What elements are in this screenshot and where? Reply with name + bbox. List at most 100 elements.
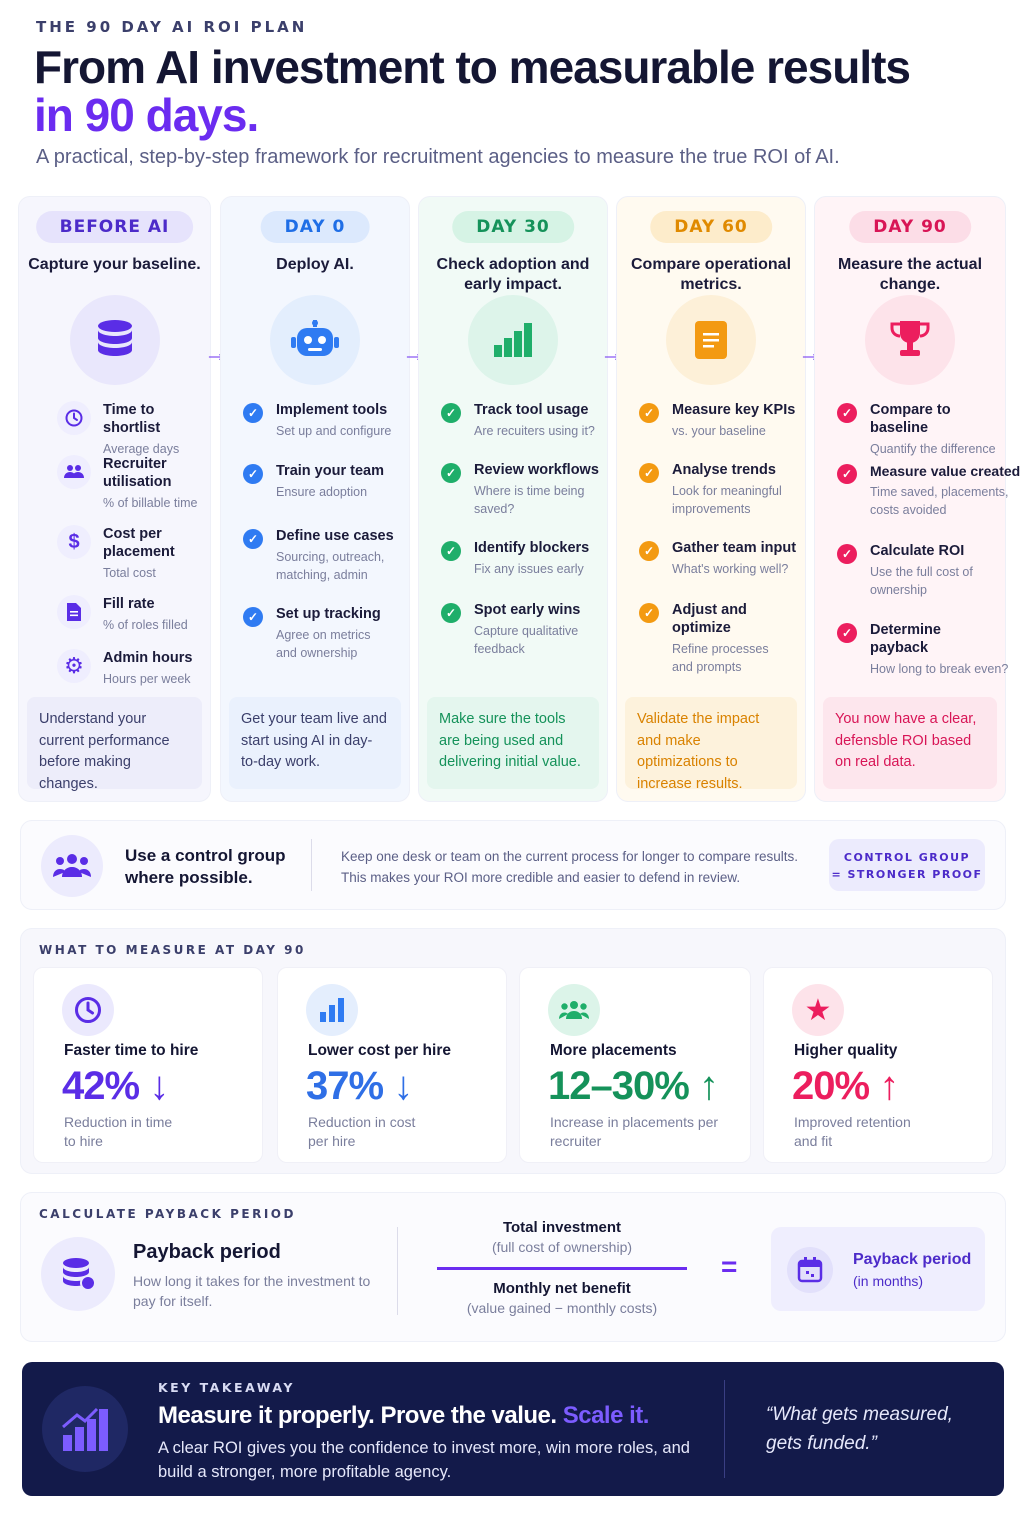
column-footer: Get your team live and start using AI in…	[229, 697, 401, 789]
fraction-bar	[437, 1267, 687, 1270]
list-item: ✓ Adjust and optimize Refine processes a…	[637, 601, 799, 676]
list-item: ✓ Compare to baseline Quantify the diffe…	[835, 401, 999, 458]
headline-accent: Scale it.	[562, 1402, 650, 1429]
item-title: Set up tracking	[276, 606, 381, 622]
column-day-90: DAY 90 Measure the actual change. ✓ Comp…	[814, 196, 1021, 802]
item-sub: Refine processes and prompts	[672, 642, 769, 674]
page-subtitle: A practical, step-by-step framework for …	[36, 146, 840, 168]
section-label: CALCULATE PAYBACK PERIOD	[39, 1207, 296, 1221]
pill-before-ai: BEFORE AI	[35, 211, 194, 243]
bar-chart-icon	[306, 984, 358, 1036]
metric-value: 42% ↓	[62, 1064, 169, 1109]
badge-line2: = STRONGER PROOF	[831, 868, 983, 881]
item-title: Analyse trends	[672, 462, 776, 478]
list-item: ✓ Analyse trends Look for meaningful imp…	[637, 461, 799, 518]
metric-title: More placements	[550, 1042, 677, 1059]
list-item: ✓ Set up tracking Agree on metrics and o…	[241, 605, 403, 662]
column-day-0: DAY 0 Deploy AI. ✓ Implement tools Set u…	[220, 196, 410, 802]
arrow-up-icon: ↑	[879, 1064, 899, 1108]
item-title: Admin hours	[103, 650, 193, 666]
list-item: ✓ Identify blockers Fix any issues early	[439, 539, 601, 578]
metric-sub: Improved retention and fit	[794, 1114, 911, 1149]
list-item: ✓ Review workflows Where is time being s…	[439, 461, 601, 518]
check-icon: ✓	[441, 463, 461, 483]
item-sub: Total cost	[103, 566, 156, 580]
calendar-icon	[787, 1247, 833, 1293]
divider	[397, 1227, 398, 1315]
column-footer: Understand your current performance befo…	[27, 697, 202, 792]
item-title: Adjust and optimize	[672, 602, 747, 636]
section-label: WHAT TO MEASURE AT DAY 90	[39, 943, 306, 957]
dollar-icon: $	[57, 525, 91, 559]
item-title: Track tool usage	[474, 402, 589, 418]
column-before-ai: BEFORE AI Capture your baseline. Time to…	[18, 196, 211, 802]
item-sub: Fix any issues early	[474, 562, 584, 576]
measure-panel: WHAT TO MEASURE AT DAY 90 Faster time to…	[20, 928, 1006, 1174]
metric-number: 37%	[306, 1064, 384, 1108]
divider	[311, 839, 312, 891]
item-sub: Average days	[103, 442, 180, 456]
check-icon: ✓	[837, 403, 857, 423]
numerator-sub: (full cost of ownership)	[491, 1239, 633, 1255]
item-sub: Set up and configure	[276, 424, 392, 438]
metric-number: 42%	[62, 1064, 140, 1108]
item-sub: Use the full cost of ownership	[870, 565, 973, 597]
check-icon: ✓	[243, 464, 263, 484]
control-group-title: Use a control group where possible.	[125, 846, 286, 887]
item-title: Measure value created	[870, 463, 1021, 479]
list-item: ✓ Gather team input What's working well?	[637, 539, 799, 578]
people-icon	[57, 455, 91, 489]
item-sub: What's working well?	[672, 562, 789, 576]
item-title: Implement tools	[276, 402, 388, 418]
arrow-down-icon: ↓	[393, 1064, 413, 1108]
item-title: Compare to baseline	[870, 402, 951, 436]
denominator: Monthly net benefit	[493, 1280, 631, 1297]
item-title: Determine payback	[870, 622, 941, 656]
metric-sub: Reduction in time to hire	[64, 1114, 173, 1149]
growth-chart-icon	[42, 1386, 128, 1472]
item-sub: Sourcing, outreach, matching, admin	[276, 550, 385, 582]
item-sub: Hours per week	[103, 672, 191, 686]
check-icon: ✓	[441, 603, 461, 623]
pill-day-0: DAY 0	[260, 211, 370, 243]
item-title: Define use cases	[276, 528, 394, 544]
item-title: Measure key KPIs	[672, 402, 796, 418]
item-sub: Are recuiters using it?	[474, 424, 595, 438]
item-sub: Agree on metrics and ownership	[276, 628, 371, 660]
people-icon	[41, 835, 103, 897]
item-sub: Ensure adoption	[276, 485, 368, 499]
list-item: Recruiter utilisation % of billable time	[39, 455, 204, 512]
control-group-panel: Use a control group where possible. Keep…	[20, 820, 1006, 910]
description-line1: Keep one desk or team on the current pro…	[341, 849, 798, 864]
pill-day-90: DAY 90	[849, 211, 971, 243]
metric-title: Lower cost per hire	[308, 1042, 451, 1059]
check-icon: ✓	[243, 607, 263, 627]
takeaway-body: A clear ROI gives you the confidence to …	[158, 1439, 690, 1481]
item-sub: Where is time being saved?	[474, 484, 585, 516]
metric-card: ★ Higher quality 20% ↑ Improved retentio…	[763, 967, 993, 1163]
metric-value: 20% ↑	[792, 1064, 899, 1109]
metric-title: Higher quality	[794, 1042, 898, 1059]
check-icon: ✓	[639, 541, 659, 561]
item-sub: Look for meaningful improvements	[672, 484, 782, 516]
coins-icon	[41, 1237, 115, 1311]
result-sub: (in months)	[853, 1273, 924, 1289]
control-group-description: Keep one desk or team on the current pro…	[341, 846, 798, 888]
item-title: Fill rate	[103, 596, 155, 612]
column-heading: Check adoption and early impact.	[436, 256, 590, 293]
eyebrow: THE 90 DAY AI ROI PLAN	[36, 18, 308, 36]
metric-sub: Increase in placements per recruiter	[550, 1114, 719, 1149]
payback-title: Payback period	[133, 1241, 281, 1263]
takeaway-quote: “What gets measured, gets funded.”	[766, 1404, 953, 1454]
list-item: ✓ Measure value created Time saved, plac…	[835, 462, 1021, 519]
metric-card: Faster time to hire 42% ↓ Reduction in t…	[33, 967, 263, 1163]
clipboard-icon	[666, 295, 756, 385]
check-icon: ✓	[837, 544, 857, 564]
arrow-up-icon: ↑	[698, 1064, 719, 1108]
item-title: Recruiter utilisation	[103, 456, 172, 490]
list-item: ⚙ Admin hours Hours per week	[39, 649, 204, 688]
metric-value: 12–30% ↑	[548, 1064, 719, 1109]
column-day-30: DAY 30 Check adoption and early impact. …	[418, 196, 608, 802]
badge-line1: CONTROL GROUP	[843, 851, 971, 864]
check-icon: ✓	[639, 603, 659, 623]
